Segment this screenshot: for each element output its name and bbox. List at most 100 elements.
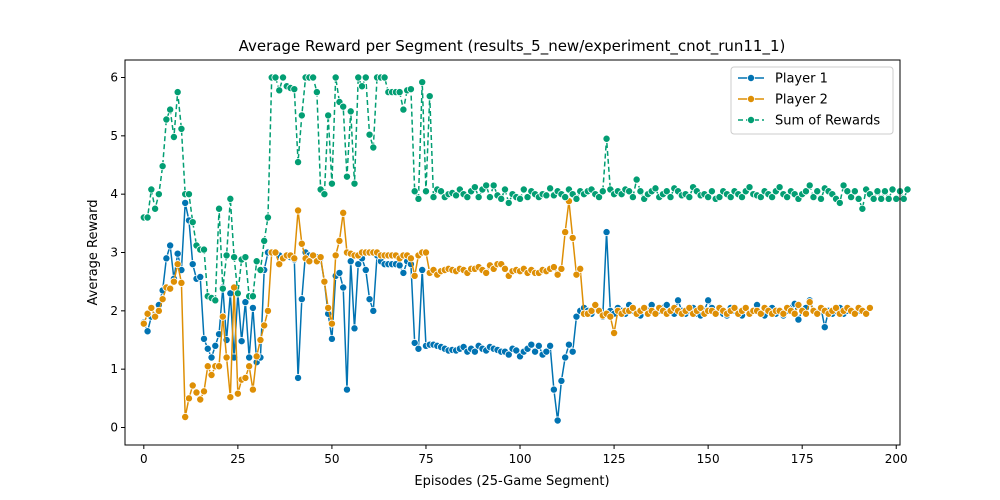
data-point-sum-of-rewards	[147, 185, 156, 194]
data-point-player-1	[504, 350, 513, 359]
data-point-player-1	[662, 300, 671, 309]
data-point-player-2	[549, 263, 558, 272]
data-point-player-2	[226, 393, 235, 402]
x-tick-label: 150	[697, 452, 720, 466]
y-tick-label: 5	[110, 129, 118, 143]
data-point-player-1	[241, 298, 250, 307]
data-point-sum-of-rewards	[275, 86, 284, 95]
data-point-sum-of-rewards	[775, 183, 784, 192]
data-point-sum-of-rewards	[892, 194, 901, 203]
data-point-sum-of-rewards	[248, 292, 257, 301]
data-point-player-2	[309, 251, 318, 260]
data-point-player-2	[147, 303, 156, 312]
data-point-sum-of-rewards	[497, 194, 506, 203]
legend-marker-player-1	[747, 74, 756, 83]
data-point-player-2	[275, 260, 284, 269]
data-point-player-1	[335, 268, 344, 277]
data-point-player-2	[177, 278, 186, 287]
data-point-sum-of-rewards	[406, 85, 415, 94]
data-point-player-1	[418, 265, 427, 274]
y-tick-label: 6	[110, 71, 118, 85]
data-point-sum-of-rewards	[215, 204, 224, 213]
data-point-sum-of-rewards	[858, 204, 867, 213]
data-point-player-1	[369, 306, 378, 315]
data-point-sum-of-rewards	[888, 185, 897, 194]
data-point-player-2	[158, 295, 167, 304]
data-point-sum-of-rewards	[365, 130, 374, 139]
data-point-sum-of-rewards	[666, 193, 675, 202]
data-point-sum-of-rewards	[241, 253, 250, 262]
legend-label-player-1: Player 1	[775, 72, 828, 87]
data-point-sum-of-rewards	[410, 187, 419, 196]
data-point-player-2	[203, 362, 212, 371]
data-point-player-2	[169, 277, 178, 286]
data-point-sum-of-rewards	[783, 193, 792, 202]
data-point-sum-of-rewards	[143, 213, 152, 222]
data-point-sum-of-rewards	[877, 194, 886, 203]
data-point-player-1	[203, 344, 212, 353]
data-point-sum-of-rewards	[685, 193, 694, 202]
data-point-sum-of-rewards	[636, 187, 645, 196]
data-point-player-2	[756, 309, 765, 318]
data-point-player-2	[406, 254, 415, 263]
data-point-player-2	[154, 306, 163, 315]
data-point-sum-of-rewards	[166, 105, 175, 114]
data-point-player-2	[711, 309, 720, 318]
data-point-sum-of-rewards	[813, 187, 822, 196]
data-point-sum-of-rewards	[429, 193, 438, 202]
data-point-player-2	[500, 264, 509, 273]
data-point-player-2	[832, 303, 841, 312]
data-point-player-1	[546, 341, 555, 350]
data-point-sum-of-rewards	[873, 187, 882, 196]
data-point-sum-of-rewards	[651, 184, 660, 193]
data-point-player-2	[248, 385, 257, 394]
data-point-sum-of-rewards	[260, 236, 269, 245]
data-point-player-2	[410, 271, 419, 280]
data-point-sum-of-rewards	[169, 132, 178, 141]
data-point-sum-of-rewards	[628, 193, 637, 202]
data-point-player-2	[576, 264, 585, 273]
data-point-player-1	[568, 347, 577, 356]
data-point-player-1	[188, 260, 197, 269]
data-point-sum-of-rewards	[154, 190, 163, 199]
data-point-player-2	[865, 303, 874, 312]
data-point-player-1	[211, 341, 220, 350]
x-tick-label: 100	[509, 452, 532, 466]
data-point-player-1	[339, 283, 348, 292]
data-point-sum-of-rewards	[632, 175, 641, 184]
data-point-sum-of-rewards	[707, 187, 716, 196]
data-point-sum-of-rewards	[354, 73, 363, 82]
data-point-player-1	[512, 346, 521, 355]
data-point-player-2	[294, 206, 303, 215]
data-point-player-2	[143, 309, 152, 318]
data-point-sum-of-rewards	[331, 73, 340, 82]
data-point-player-2	[256, 335, 265, 344]
x-tick-label: 175	[791, 452, 814, 466]
data-point-sum-of-rewards	[625, 187, 634, 196]
data-point-player-1	[245, 353, 254, 362]
data-point-sum-of-rewards	[222, 251, 231, 260]
data-point-player-2	[606, 312, 615, 321]
data-point-sum-of-rewards	[252, 257, 261, 266]
data-point-sum-of-rewards	[312, 88, 321, 97]
x-tick-label: 200	[885, 452, 908, 466]
data-point-player-1	[704, 296, 713, 305]
data-point-player-1	[196, 272, 205, 281]
data-point-player-2	[640, 303, 649, 312]
data-point-player-2	[316, 253, 325, 262]
data-point-sum-of-rewards	[399, 105, 408, 114]
data-point-player-1	[181, 198, 190, 207]
data-point-player-2	[230, 283, 239, 292]
data-point-player-2	[790, 309, 799, 318]
data-point-player-1	[327, 334, 336, 343]
data-point-player-2	[850, 309, 859, 318]
data-point-player-2	[192, 388, 201, 397]
data-point-player-2	[181, 412, 190, 421]
x-tick-label: 25	[230, 452, 245, 466]
data-point-player-2	[324, 303, 333, 312]
data-point-sum-of-rewards	[151, 204, 160, 213]
legend-label-sum-of-rewards: Sum of Rewards	[775, 114, 880, 129]
data-point-sum-of-rewards	[523, 193, 532, 202]
data-point-player-2	[421, 248, 430, 257]
data-point-player-1	[557, 376, 566, 385]
